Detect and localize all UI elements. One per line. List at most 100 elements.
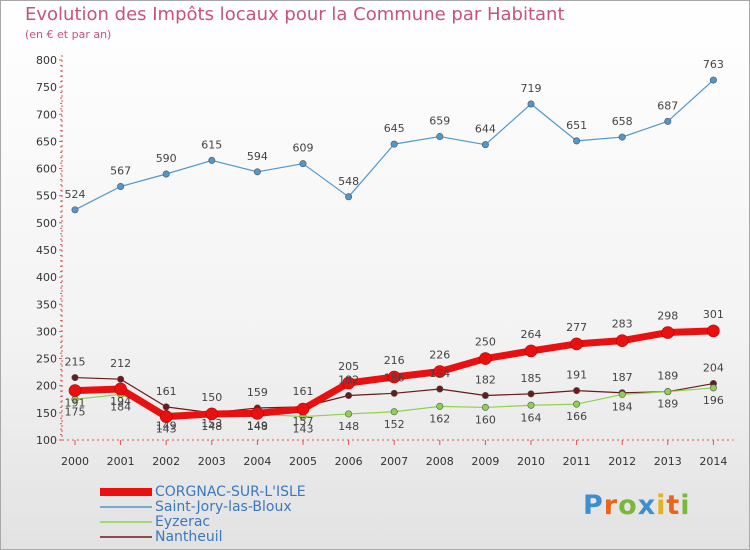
data-label: 645	[384, 122, 405, 135]
data-point	[615, 334, 629, 347]
series-0	[68, 324, 720, 423]
x-tick-label: 2001	[107, 455, 135, 468]
data-point	[664, 388, 672, 396]
data-point	[709, 384, 717, 392]
data-point	[253, 168, 261, 176]
data-point	[570, 337, 583, 351]
data-label: 148	[201, 420, 222, 433]
data-label: 143	[293, 423, 314, 436]
data-label: 149	[247, 419, 268, 432]
data-point	[527, 100, 535, 108]
x-tick-label: 2010	[517, 455, 545, 468]
y-tick-label: 150	[36, 407, 57, 420]
data-point	[162, 403, 170, 411]
data-label: 187	[612, 371, 633, 384]
data-point	[481, 403, 489, 411]
data-point	[618, 133, 626, 141]
data-label: 212	[110, 357, 131, 370]
data-label: 594	[247, 150, 268, 163]
y-tick-label: 100	[36, 434, 57, 447]
y-tick-label: 350	[36, 298, 57, 311]
y-tick-label: 650	[36, 135, 57, 148]
y-tick-label: 300	[36, 325, 57, 338]
x-tick-label: 2013	[654, 455, 682, 468]
y-tick-label: 200	[36, 380, 57, 393]
data-label: 164	[521, 411, 542, 424]
y-tick-label: 750	[36, 81, 57, 94]
data-label: 184	[110, 400, 131, 413]
data-label: 204	[703, 362, 724, 375]
y-tick-label: 250	[36, 353, 57, 366]
x-tick-label: 2008	[426, 455, 454, 468]
data-point	[208, 156, 216, 164]
data-point	[71, 206, 79, 214]
series-3	[71, 374, 717, 417]
series-1	[71, 76, 717, 214]
chart-subtitle: (en € et par an)	[25, 28, 112, 41]
legend-label-eyzerac: Eyzerac	[155, 514, 211, 530]
data-point	[661, 326, 675, 339]
x-tick-label: 2005	[289, 455, 317, 468]
data-point	[342, 376, 355, 390]
x-tick-label: 2000	[61, 455, 89, 468]
data-label: 148	[247, 420, 268, 433]
data-label: 191	[566, 369, 587, 382]
data-label: 152	[384, 418, 405, 431]
data-label: 687	[657, 99, 678, 112]
data-point	[71, 374, 79, 382]
data-point	[251, 407, 264, 420]
data-label: 277	[566, 321, 587, 334]
data-label: 162	[429, 412, 450, 425]
data-label: 301	[703, 308, 724, 321]
data-point	[345, 391, 353, 399]
x-tick-label: 2004	[243, 455, 271, 468]
legend-label-nantheuil: Nantheuil	[155, 529, 223, 545]
y-tick-label: 600	[36, 163, 57, 176]
data-point	[479, 352, 492, 365]
data-label: 264	[521, 328, 542, 341]
data-label: 194	[110, 395, 131, 408]
data-label: 175	[65, 405, 86, 418]
data-label: 189	[657, 398, 678, 411]
x-tick-label: 2009	[471, 455, 499, 468]
data-point	[114, 382, 127, 396]
logo-letter: t	[666, 490, 681, 521]
data-label: 161	[293, 385, 314, 398]
data-point	[573, 400, 581, 408]
data-point	[436, 385, 444, 393]
data-point	[390, 408, 398, 416]
data-label: 160	[475, 413, 496, 426]
data-label: 658	[612, 115, 633, 128]
data-label: 157	[293, 415, 314, 428]
data-label: 763	[703, 58, 724, 71]
y-tick-label: 500	[36, 217, 57, 230]
y-tick-label: 800	[36, 54, 57, 67]
data-point	[709, 76, 717, 84]
data-label: 644	[475, 123, 496, 136]
data-label: 659	[429, 115, 450, 128]
y-tick-label: 450	[36, 244, 57, 257]
data-point	[117, 375, 125, 383]
data-label: 205	[338, 360, 359, 373]
data-point	[345, 410, 353, 418]
data-label: 191	[65, 397, 86, 410]
data-point	[664, 117, 672, 125]
x-tick-label: 2011	[563, 455, 591, 468]
data-label: 215	[65, 356, 86, 369]
data-label: 524	[65, 188, 86, 201]
data-label: 250	[475, 336, 496, 349]
data-point	[481, 391, 489, 399]
data-point	[68, 384, 82, 397]
data-point	[527, 401, 535, 409]
data-point	[296, 402, 310, 416]
data-point	[387, 370, 401, 384]
proxiti-logo: Proxiti	[583, 490, 691, 521]
data-label: 283	[612, 318, 633, 331]
data-label: 153	[201, 417, 222, 430]
x-tick-label: 2006	[335, 455, 363, 468]
data-point	[524, 344, 538, 358]
data-label: 149	[156, 419, 177, 432]
data-point	[205, 407, 219, 421]
